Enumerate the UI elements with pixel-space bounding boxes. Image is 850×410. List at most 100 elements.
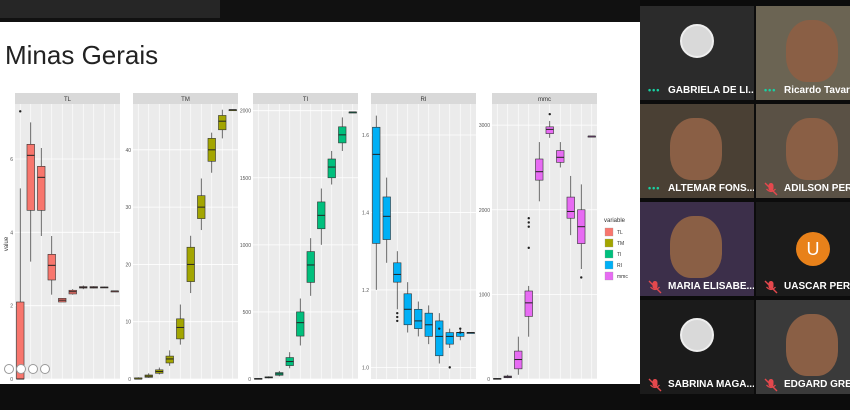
outlier-point <box>527 225 530 228</box>
speaking-indicator-icon: ••• <box>648 183 661 193</box>
participant-name: MARIA ELISABE... <box>668 281 754 292</box>
participant-video <box>670 118 722 180</box>
y-tick-label: 2 <box>10 304 13 310</box>
participant-tile[interactable]: ••• ALTEMAR FONS... <box>640 104 754 198</box>
y-tick-label: 0 <box>248 377 251 383</box>
outlier-point <box>527 217 530 220</box>
y-tick-label: 20 <box>125 262 131 268</box>
participant-tile[interactable]: MARIA ELISABE... <box>640 202 754 296</box>
slide-nav-button-2[interactable] <box>16 364 26 374</box>
facet-label-mmc: mmc <box>538 97 551 103</box>
outlier-point <box>548 112 551 116</box>
y-axis-title: value <box>4 236 10 251</box>
outlier-point <box>396 311 399 315</box>
y-tick-label: 4 <box>10 230 13 236</box>
y-tick-label: 1.6 <box>362 133 369 139</box>
facet-strip-mmc <box>492 93 597 104</box>
y-tick-label: 0 <box>10 377 13 383</box>
participant-tile[interactable]: ••• GABRIELA DE LI... <box>640 6 754 100</box>
box-ti-08 <box>306 251 315 283</box>
box-tm-11 <box>218 115 227 131</box>
box-ri-07 <box>414 308 423 329</box>
participant-video <box>786 20 838 82</box>
legend-swatch-mmc <box>604 271 614 281</box>
participant-name: Ricardo Tavares <box>784 85 850 96</box>
outlier-point <box>527 246 530 250</box>
speaking-indicator-icon: ••• <box>764 85 777 95</box>
facet-label-ti: TI <box>303 97 309 103</box>
box-mmc-09 <box>556 150 565 163</box>
legend-label-tl: TL <box>617 230 623 236</box>
box-mmc-10 <box>566 196 575 219</box>
slide-nav-button-3[interactable] <box>28 364 38 374</box>
facet-strip-ti <box>253 93 358 104</box>
boxplot-chart: TL024603040506070809101112TM010203040030… <box>4 93 628 383</box>
legend-label-ti: TI <box>617 252 621 258</box>
y-tick-label: 1000 <box>479 292 490 298</box>
facet-label-ri: RI <box>421 97 427 103</box>
participant-video <box>786 118 838 180</box>
y-tick-label: 0 <box>487 377 490 383</box>
participant-name: EDGARD GREG... <box>784 379 850 390</box>
y-tick-label: 1500 <box>240 176 251 182</box>
participant-name: UASCAR PERE... <box>784 281 850 292</box>
box-ri-05 <box>393 262 402 283</box>
shared-screen: Minas Gerais TL024603040506070809101112T… <box>0 22 640 384</box>
outlier-point <box>580 276 583 279</box>
outlier-point <box>396 315 399 319</box>
y-tick-label: 10 <box>125 320 131 326</box>
speaking-indicator-icon: ••• <box>648 85 661 95</box>
top-bar <box>0 0 850 22</box>
y-tick-label: 0 <box>128 377 131 383</box>
y-tick-label: 3000 <box>479 123 490 129</box>
outlier-point <box>459 331 462 334</box>
panel-background-ti <box>253 104 358 379</box>
avatar <box>680 24 714 58</box>
avatar-initial: U <box>796 232 830 266</box>
y-tick-label: 2000 <box>479 208 490 214</box>
box-ri-04 <box>382 196 391 240</box>
facet-strip-tl <box>15 93 120 104</box>
facet-strip-ri <box>371 93 476 104</box>
participant-tile[interactable]: U UASCAR PERE... <box>756 202 850 296</box>
legend-label-mmc: mmc <box>617 274 628 280</box>
legend-swatch-ri <box>604 260 614 270</box>
participant-name: GABRIELA DE LI... <box>668 85 754 96</box>
legend-label-ri: RI <box>617 263 622 269</box>
facet-label-tm: TM <box>181 97 190 103</box>
outlier-point <box>527 221 530 224</box>
box-ri-10 <box>445 332 454 345</box>
outlier-point <box>438 327 441 330</box>
y-tick-label: 40 <box>125 148 131 154</box>
y-tick-label: 500 <box>243 310 252 316</box>
outlier-point <box>459 327 462 330</box>
y-tick-label: 30 <box>125 205 131 211</box>
outlier-point <box>19 110 22 113</box>
box-tl-06 <box>47 254 56 281</box>
box-ti-10 <box>327 158 336 179</box>
participant-tile[interactable]: ADILSON PERE... <box>756 104 850 198</box>
y-tick-label: 1000 <box>240 243 251 249</box>
muted-mic-icon <box>764 182 778 196</box>
box-tl-05 <box>37 166 46 211</box>
legend-swatch-ti <box>604 249 614 259</box>
participant-gallery: •••GABRIELA DE LI...•••Ricardo Tavares••… <box>640 0 850 410</box>
top-strip <box>0 0 220 18</box>
participant-tile[interactable]: EDGARD GREG... <box>756 300 850 394</box>
box-mmc-06 <box>524 290 533 317</box>
participant-tile[interactable]: ••• Ricardo Tavares <box>756 6 850 100</box>
slide-nav-button-4[interactable] <box>40 364 50 374</box>
y-tick-label: 1.0 <box>362 365 369 371</box>
outlier-point <box>396 319 399 323</box>
bottom-bar <box>0 384 640 410</box>
box-mmc-08 <box>545 126 554 134</box>
box-ri-09 <box>435 320 444 357</box>
avatar <box>680 318 714 352</box>
legend-title: variable <box>604 218 626 224</box>
box-mmc-07 <box>535 158 544 181</box>
outlier-point <box>448 366 451 369</box>
participant-tile[interactable]: SABRINA MAGA... <box>640 300 754 394</box>
participant-video <box>786 314 838 376</box>
slide-nav-button-1[interactable] <box>4 364 14 374</box>
muted-mic-icon <box>648 378 662 392</box>
